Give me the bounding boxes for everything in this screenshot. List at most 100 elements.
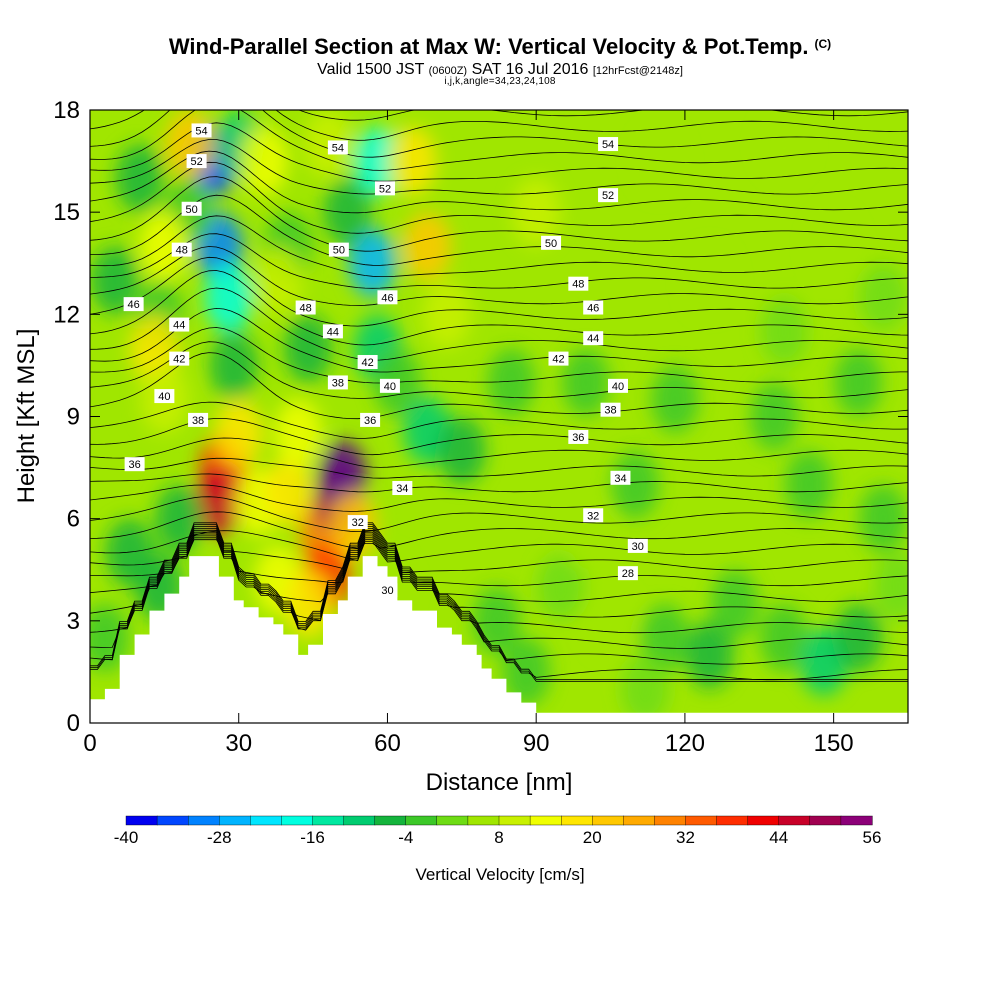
theta-label-box bbox=[379, 378, 400, 393]
theta-label: 52 bbox=[598, 188, 619, 203]
colorbar-swatch bbox=[592, 815, 624, 826]
theta-label-box bbox=[548, 351, 569, 366]
theta-label-box bbox=[171, 242, 192, 257]
colorbar-swatch bbox=[250, 815, 283, 826]
theta-label: 46 bbox=[123, 297, 144, 312]
forecast-info: [12hrFcst@2148z] bbox=[592, 65, 683, 77]
colorbar-swatch bbox=[654, 815, 687, 826]
velocity-cell bbox=[194, 467, 243, 536]
isentrope-line bbox=[90, 529, 908, 649]
colorbar-swatch bbox=[623, 815, 655, 826]
theta-label-box bbox=[392, 481, 413, 496]
isentrope-line bbox=[90, 473, 908, 493]
colorbar-swatch bbox=[156, 815, 189, 826]
theta-label-text: 36 bbox=[364, 415, 376, 427]
theta-label-box bbox=[328, 242, 349, 257]
velocity-cell bbox=[621, 654, 670, 723]
colorbar: -40 -28 -16 -4 8 20 32 44 56 bbox=[114, 815, 881, 847]
theta-label-box bbox=[617, 566, 638, 581]
colorbar-swatch bbox=[187, 815, 220, 826]
isentrope-line bbox=[90, 45, 908, 101]
theta-label: 44 bbox=[322, 324, 343, 339]
isentrope-line bbox=[90, 150, 908, 214]
isentrope-line bbox=[90, 496, 908, 533]
x-axis-label: Distance [nm] bbox=[426, 769, 573, 796]
theta-label-box bbox=[322, 324, 343, 339]
theta-label-text: 46 bbox=[128, 299, 140, 311]
colorbar-swatch bbox=[561, 815, 593, 826]
colorbar-swatch bbox=[685, 815, 718, 826]
theta-label: 38 bbox=[600, 402, 621, 417]
colorbar-swatch bbox=[778, 815, 811, 826]
velocity-cell bbox=[685, 246, 734, 315]
theta-label-box bbox=[327, 140, 348, 155]
colorbar-swatch bbox=[312, 815, 345, 826]
theta-label-text: 48 bbox=[176, 245, 188, 257]
isentrope-line bbox=[90, 327, 908, 384]
theta-label: 46 bbox=[377, 290, 398, 305]
theta-label: 46 bbox=[583, 300, 604, 315]
velocity-cell bbox=[254, 246, 303, 315]
colorbar-swatch bbox=[747, 815, 780, 826]
isentrope-line bbox=[90, 246, 908, 306]
velocity-cell bbox=[859, 484, 908, 553]
colorbar-swatch bbox=[374, 815, 407, 826]
colorbar-swatch bbox=[125, 815, 158, 826]
velocity-cell bbox=[760, 110, 809, 179]
theta-label: 50 bbox=[328, 242, 349, 257]
velocity-cell bbox=[437, 416, 486, 485]
theta-label-text: 54 bbox=[602, 139, 614, 151]
theta-label-box bbox=[186, 154, 207, 169]
isentrope-line bbox=[90, 139, 908, 195]
velocity-cell bbox=[834, 348, 883, 417]
velocity-cell bbox=[651, 365, 699, 434]
theta-label: 50 bbox=[181, 201, 202, 216]
theta-label-box bbox=[377, 290, 398, 305]
colorbar-swatch bbox=[436, 815, 469, 826]
theta-label: 30 bbox=[627, 538, 648, 553]
isentrope-line bbox=[90, 215, 908, 278]
theta-label-box bbox=[374, 181, 395, 196]
theta-label-box bbox=[327, 375, 348, 390]
theta-label: 36 bbox=[360, 412, 381, 427]
theta-label-text: 40 bbox=[158, 391, 170, 403]
theta-label: 48 bbox=[568, 276, 589, 291]
velocity-cell bbox=[710, 569, 759, 638]
isentropes bbox=[90, 45, 908, 682]
isentrope-line bbox=[90, 401, 908, 439]
velocity-cell bbox=[834, 603, 883, 672]
theta-label-text: 38 bbox=[332, 377, 344, 389]
theta-label: 36 bbox=[124, 457, 145, 472]
colorbar-tick-label: 32 bbox=[676, 828, 695, 847]
terrain-mask bbox=[90, 556, 908, 723]
theta-label-box bbox=[583, 331, 604, 346]
theta-label-text: 50 bbox=[333, 245, 345, 257]
velocity-cell bbox=[685, 620, 734, 689]
theta-label: 36 bbox=[568, 429, 589, 444]
valid-date: SAT 16 Jul 2016 bbox=[471, 61, 589, 78]
colorbar-label: Vertical Velocity [cm/s] bbox=[415, 865, 584, 884]
theta-label-box bbox=[347, 515, 368, 530]
theta-label-box bbox=[600, 402, 621, 417]
isentrope-line bbox=[90, 307, 908, 373]
colorbar-tick-label: -28 bbox=[207, 828, 232, 847]
theta-label: 42 bbox=[357, 355, 378, 370]
x-tick-label: 120 bbox=[665, 730, 705, 757]
velocity-cell bbox=[512, 178, 561, 247]
theta-label-text: 44 bbox=[327, 326, 339, 338]
theta-label-box bbox=[583, 508, 604, 523]
velocity-cell bbox=[353, 127, 402, 196]
colorbar-tick-label: 20 bbox=[583, 828, 602, 847]
colorbar-swatch bbox=[343, 815, 376, 826]
theta-label: 48 bbox=[295, 300, 316, 315]
colorbar-tick-label: -40 bbox=[114, 828, 139, 847]
isentrope-line bbox=[90, 256, 908, 327]
theta-label-box bbox=[154, 389, 175, 404]
theta-label: 42 bbox=[169, 351, 190, 366]
theta-label-text: 44 bbox=[173, 320, 185, 332]
theta-label-text: 30 bbox=[632, 541, 644, 553]
theta-label: 34 bbox=[610, 470, 631, 485]
velocity-cell bbox=[561, 348, 610, 417]
section-params: i,j,k,angle=34,23,24,108 bbox=[444, 76, 556, 87]
